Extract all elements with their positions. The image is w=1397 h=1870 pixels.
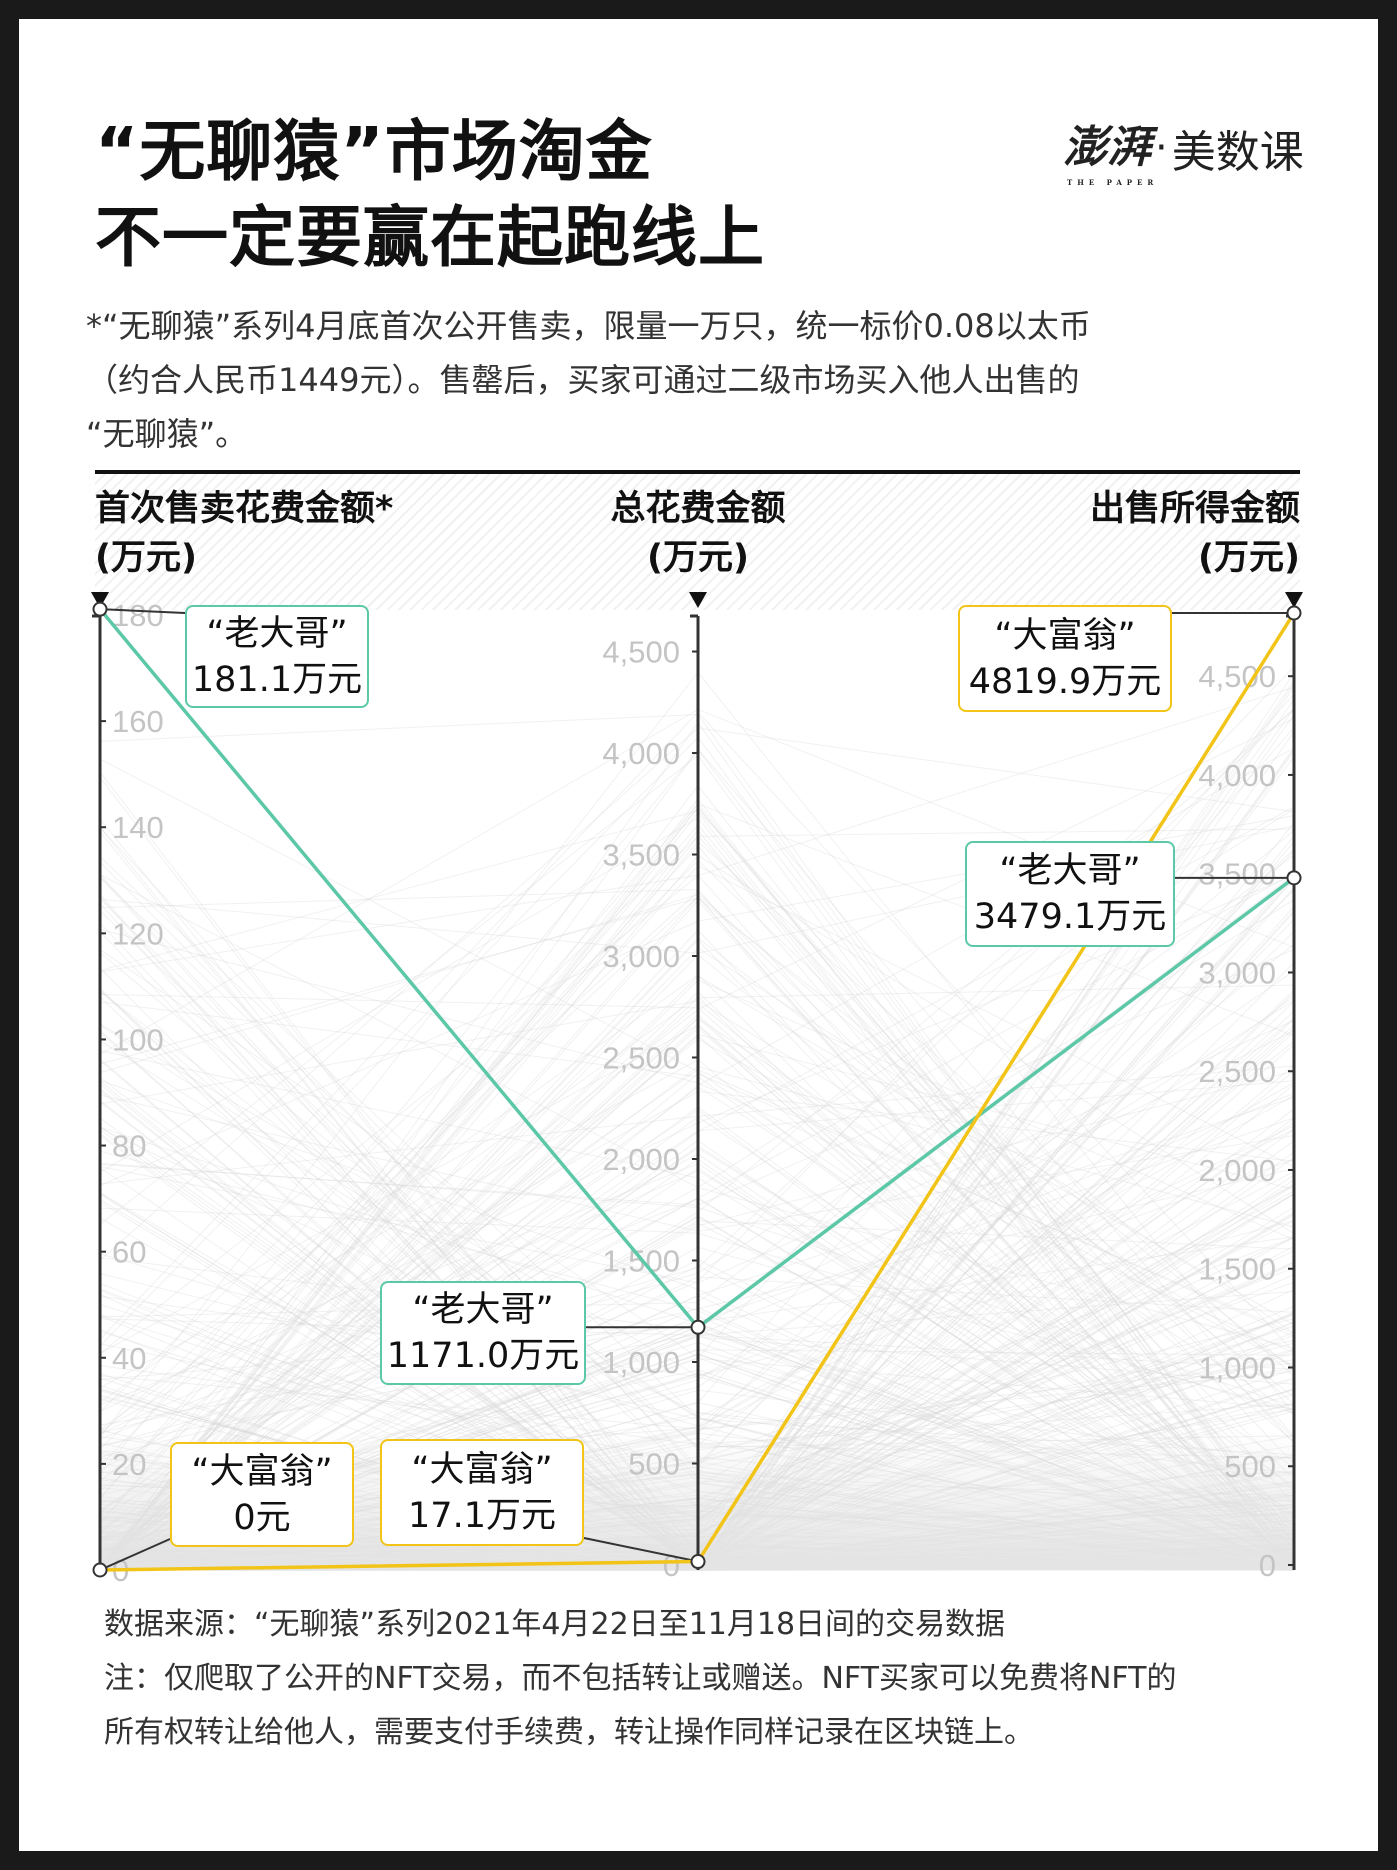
- axis-title-sale-income: 出售所得金额 (万元): [1089, 489, 1300, 578]
- footer-source: 数据来源：“无聊猿”系列2021年4月22日至11月18日间的交易数据: [104, 1607, 1006, 1642]
- tick-label: 1,000: [1198, 1350, 1276, 1385]
- tick-label: 0: [1259, 1548, 1276, 1583]
- footer-note: 注：仅爬取了公开的NFT交易，而不包括转让或赠送。NFT买家可以免费将NFT的: [104, 1661, 1177, 1696]
- tick-label: 3,000: [1198, 955, 1276, 990]
- tick-label: 120: [112, 916, 164, 951]
- tick-label: 4,000: [602, 736, 680, 771]
- tick-label: 0: [663, 1548, 680, 1583]
- subtitle-line: （约合人民币1449元）。售罄后，买家可通过二级市场买入他人出售的: [86, 361, 1080, 399]
- data-point: [1286, 870, 1302, 886]
- axis-triangle-marker: [91, 592, 109, 608]
- header-band: [95, 474, 1300, 610]
- footer-note: 所有权转让给他人，需要支付手续费，转让操作同样记录在区块链上。: [104, 1715, 1034, 1750]
- tick-label: 4,500: [602, 635, 680, 670]
- leader-line: [99, 1538, 171, 1571]
- data-point: [92, 1562, 108, 1578]
- tick-label: 2,500: [1198, 1054, 1276, 1089]
- logo: 澎湃 THE PAPER · 美数课: [1063, 118, 1304, 187]
- subtitle-line: “无聊猿”。: [86, 415, 248, 453]
- tick-label: 3,500: [602, 838, 680, 873]
- tick-label: 2,000: [602, 1142, 680, 1177]
- label-dafuweng-first-sale: “大富翁” 0元: [170, 1442, 354, 1547]
- label-laodage-sale-income: “老大哥” 3479.1万元: [965, 841, 1175, 947]
- data-point: [1286, 605, 1302, 621]
- axis-triangle-marker: [689, 592, 707, 608]
- subtitle-line: *“无聊猿”系列4月底首次公开售卖，限量一万只，统一标价0.08以太币: [86, 307, 1091, 345]
- divider: [95, 470, 1300, 474]
- data-point: [690, 1554, 706, 1570]
- leader-line: [583, 1537, 699, 1563]
- tick-label: 80: [112, 1129, 146, 1164]
- tick-label: 60: [112, 1235, 146, 1270]
- tick-label: 20: [112, 1447, 146, 1482]
- tick-label: 2,000: [1198, 1153, 1276, 1188]
- tick-label: 140: [112, 810, 164, 845]
- axis-title-first-sale: 首次售卖花费金额* (万元): [95, 489, 394, 578]
- tick-label: 500: [628, 1447, 680, 1482]
- label-dafuweng-sale-income: “大富翁” 4819.9万元: [958, 605, 1172, 712]
- tick-label: 1,000: [602, 1345, 680, 1380]
- axis-title-total-spend: 总花费金额 (万元): [610, 489, 786, 578]
- tick-label: 2,500: [602, 1041, 680, 1076]
- tick-label: 160: [112, 704, 164, 739]
- tick-label: 180: [112, 598, 164, 633]
- tick-label: 4,500: [1198, 659, 1276, 694]
- tick-label: 1,500: [1198, 1252, 1276, 1287]
- tick-label: 4,000: [1198, 758, 1276, 793]
- tick-label: 40: [112, 1341, 146, 1376]
- title-line-1: “无聊猿”市场淘金: [95, 113, 653, 190]
- data-point: [92, 601, 108, 617]
- tick-label: 3,000: [602, 939, 680, 974]
- tick-label: 500: [1224, 1449, 1276, 1484]
- logo-section: 美数课: [1171, 127, 1304, 178]
- axis-triangle-marker: [1285, 592, 1303, 608]
- title-line-2: 不一定要赢在起跑线上: [95, 199, 765, 276]
- label-laodage-total-spend: “老大哥” 1171.0万元: [380, 1281, 586, 1385]
- logo-separator: ·: [1155, 125, 1168, 171]
- tick-label: 100: [112, 1022, 164, 1057]
- tick-label: 3,500: [1198, 857, 1276, 892]
- leader-line: [99, 608, 186, 614]
- data-point: [690, 1319, 706, 1335]
- label-dafuweng-total-spend: “大富翁” 17.1万元: [380, 1439, 584, 1546]
- logo-brand: 澎湃 THE PAPER: [1063, 122, 1159, 187]
- label-laodage-first-sale: “老大哥” 181.1万元: [185, 605, 369, 708]
